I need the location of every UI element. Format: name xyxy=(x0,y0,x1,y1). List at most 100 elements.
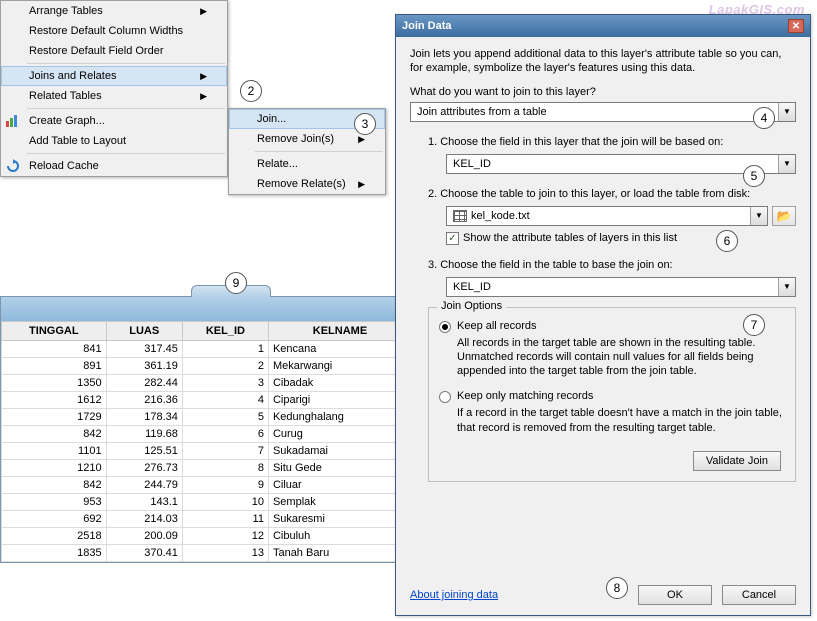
callout-2: 2 xyxy=(240,80,262,102)
menu-label: Relate... xyxy=(257,158,298,170)
dropdown-arrow-icon[interactable]: ▼ xyxy=(778,278,795,296)
menu-related-tables[interactable]: Related Tables ▶ xyxy=(1,86,227,106)
keep-matching-radio[interactable] xyxy=(439,391,451,403)
table-cell: 1350 xyxy=(2,375,107,392)
table-row[interactable]: 891361.192Mekarwangi xyxy=(2,358,412,375)
menu-separator xyxy=(27,108,225,109)
table-cell: 200.09 xyxy=(106,528,182,545)
table-cell: 842 xyxy=(2,426,107,443)
table-row[interactable]: 1350282.443Cibadak xyxy=(2,375,412,392)
context-menu-table-options: Arrange Tables ▶ Restore Default Column … xyxy=(0,0,228,177)
attribute-table: TINGGAL LUAS KEL_ID KELNAME 841317.451Ke… xyxy=(1,321,412,562)
menu-relate[interactable]: Relate... xyxy=(229,154,385,174)
step1-label: 1. Choose the field in this layer that t… xyxy=(428,136,796,148)
table-cell: 10 xyxy=(182,494,268,511)
menu-label: Add Table to Layout xyxy=(29,135,126,147)
menu-label: Restore Default Field Order xyxy=(29,45,164,57)
menu-label: Remove Join(s) xyxy=(257,133,334,145)
menu-restore-field-order[interactable]: Restore Default Field Order xyxy=(1,41,227,61)
menu-remove-relates[interactable]: Remove Relate(s) ▶ xyxy=(229,174,385,194)
dialog-titlebar[interactable]: Join Data ✕ xyxy=(396,15,810,37)
menu-label: Arrange Tables xyxy=(29,5,103,17)
table-cell: Semplak xyxy=(268,494,411,511)
menu-label: Joins and Relates xyxy=(29,70,116,82)
table-titlebar: × xyxy=(1,297,412,321)
folder-open-icon: 📂 xyxy=(777,209,792,223)
table-field-combo[interactable]: KEL_ID ▼ xyxy=(446,277,796,297)
table-cell: 841 xyxy=(2,341,107,358)
dropdown-arrow-icon[interactable]: ▼ xyxy=(778,155,795,173)
join-table-combo[interactable]: kel_kode.txt ▼ xyxy=(446,206,768,226)
submenu-arrow-icon: ▶ xyxy=(358,134,365,145)
table-row[interactable]: 2518200.0912Cibuluh xyxy=(2,528,412,545)
table-cell: 143.1 xyxy=(106,494,182,511)
combo-value: kel_kode.txt xyxy=(447,210,750,222)
ok-button[interactable]: OK xyxy=(638,585,712,605)
table-row[interactable]: 1210276.738Situ Gede xyxy=(2,460,412,477)
menu-create-graph[interactable]: Create Graph... xyxy=(1,111,227,131)
keep-all-radio[interactable] xyxy=(439,321,451,333)
dialog-intro-text: Join lets you append additional data to … xyxy=(410,47,796,76)
keep-all-description: All records in the target table are show… xyxy=(457,336,785,379)
table-row[interactable]: 1729178.345Kedunghalang xyxy=(2,409,412,426)
table-row[interactable]: 842244.799Ciluar xyxy=(2,477,412,494)
col-kelname[interactable]: KELNAME xyxy=(268,322,411,341)
table-cell: 125.51 xyxy=(106,443,182,460)
submenu-arrow-icon: ▶ xyxy=(200,71,207,82)
table-cell: Kedunghalang xyxy=(268,409,411,426)
about-joining-link[interactable]: About joining data xyxy=(410,589,498,601)
show-attr-label: Show the attribute tables of layers in t… xyxy=(463,232,677,244)
table-header-row: TINGGAL LUAS KEL_ID KELNAME xyxy=(2,322,412,341)
table-cell: 1101 xyxy=(2,443,107,460)
validate-join-button[interactable]: Validate Join xyxy=(693,451,781,471)
cancel-button[interactable]: Cancel xyxy=(722,585,796,605)
submenu-arrow-icon: ▶ xyxy=(358,179,365,190)
menu-arrange-tables[interactable]: Arrange Tables ▶ xyxy=(1,1,227,21)
browse-button[interactable]: 📂 xyxy=(772,206,796,226)
table-cell: Tanah Baru xyxy=(268,545,411,562)
menu-label: Reload Cache xyxy=(29,160,99,172)
join-type-combo[interactable]: Join attributes from a table ▼ xyxy=(410,102,796,122)
close-icon[interactable]: ✕ xyxy=(788,19,804,33)
show-attr-checkbox[interactable]: ✓ xyxy=(446,232,459,245)
table-row[interactable]: 692214.0311Sukaresmi xyxy=(2,511,412,528)
table-cell: 1210 xyxy=(2,460,107,477)
table-cell: 276.73 xyxy=(106,460,182,477)
menu-label: Related Tables xyxy=(29,90,102,102)
table-cell: 5 xyxy=(182,409,268,426)
table-cell: 216.36 xyxy=(106,392,182,409)
col-kel-id[interactable]: KEL_ID xyxy=(182,322,268,341)
dropdown-arrow-icon[interactable]: ▼ xyxy=(750,207,767,225)
table-cell: 8 xyxy=(182,460,268,477)
table-cell: 7 xyxy=(182,443,268,460)
table-row[interactable]: 1101125.517Sukadamai xyxy=(2,443,412,460)
table-cell: 1729 xyxy=(2,409,107,426)
menu-joins-and-relates[interactable]: Joins and Relates ▶ xyxy=(1,66,227,86)
col-luas[interactable]: LUAS xyxy=(106,322,182,341)
join-options-legend: Join Options xyxy=(437,300,506,312)
menu-restore-column-widths[interactable]: Restore Default Column Widths xyxy=(1,21,227,41)
menu-add-table-to-layout[interactable]: Add Table to Layout xyxy=(1,131,227,151)
table-cell: 214.03 xyxy=(106,511,182,528)
table-row[interactable]: 841317.451Kencana xyxy=(2,341,412,358)
table-icon xyxy=(453,210,467,222)
table-cell: 3 xyxy=(182,375,268,392)
table-row[interactable]: 1835370.4113Tanah Baru xyxy=(2,545,412,562)
table-cell: Curug xyxy=(268,426,411,443)
table-cell: Ciluar xyxy=(268,477,411,494)
table-row[interactable]: 1612216.364Ciparigi xyxy=(2,392,412,409)
table-row[interactable]: 842119.686Curug xyxy=(2,426,412,443)
col-tinggal[interactable]: TINGGAL xyxy=(2,322,107,341)
table-cell: 842 xyxy=(2,477,107,494)
table-cell: Kencana xyxy=(268,341,411,358)
keep-matching-label: Keep only matching records xyxy=(457,390,785,402)
dropdown-arrow-icon[interactable]: ▼ xyxy=(778,103,795,121)
table-cell: 9 xyxy=(182,477,268,494)
table-cell: 317.45 xyxy=(106,341,182,358)
keep-all-label: Keep all records xyxy=(457,320,785,332)
table-cell: Cibuluh xyxy=(268,528,411,545)
menu-reload-cache[interactable]: Reload Cache xyxy=(1,156,227,176)
menu-separator xyxy=(27,153,225,154)
table-row[interactable]: 953143.110Semplak xyxy=(2,494,412,511)
table-cell: 178.34 xyxy=(106,409,182,426)
